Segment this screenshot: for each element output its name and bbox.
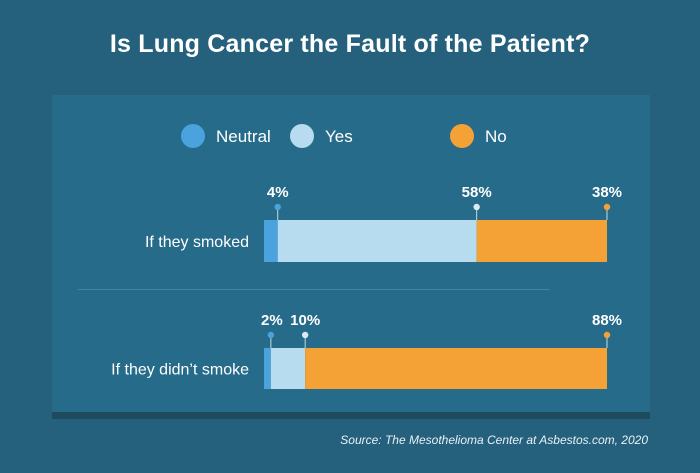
category-label: If they didn’t smoke: [111, 362, 249, 379]
category-label: If they smoked: [145, 234, 249, 251]
panel-shadow: [52, 412, 650, 419]
legend-swatch-neutral: [181, 124, 205, 148]
bar-segment-yes: [277, 220, 477, 262]
legend-label-no: No: [485, 127, 507, 146]
legend-label-yes: Yes: [325, 127, 353, 146]
legend-swatch-no: [450, 124, 474, 148]
bar-segment-neutral: [264, 348, 271, 389]
label-dot: [301, 331, 309, 339]
source-note: Source: The Mesothelioma Center at Asbes…: [340, 433, 648, 447]
label-dot: [473, 203, 480, 211]
chart-title: Is Lung Cancer the Fault of the Patient?: [109, 30, 591, 58]
data-label: 88%: [592, 312, 622, 329]
bar-segment-neutral: [264, 220, 278, 262]
data-label: 58%: [462, 184, 492, 201]
label-dot: [603, 331, 611, 339]
legend-label-neutral: Neutral: [216, 127, 271, 146]
label-dot: [267, 331, 275, 339]
label-dot: [274, 203, 281, 211]
bar-segment-yes: [270, 348, 306, 389]
label-dot: [603, 203, 611, 211]
legend-swatch-yes: [290, 124, 314, 148]
data-label: 4%: [267, 184, 289, 201]
data-label: 2%: [261, 312, 283, 329]
data-label: 38%: [592, 184, 622, 201]
bar-segment-no: [305, 348, 607, 389]
bar-segment-no: [476, 220, 607, 262]
data-label: 10%: [290, 312, 320, 329]
